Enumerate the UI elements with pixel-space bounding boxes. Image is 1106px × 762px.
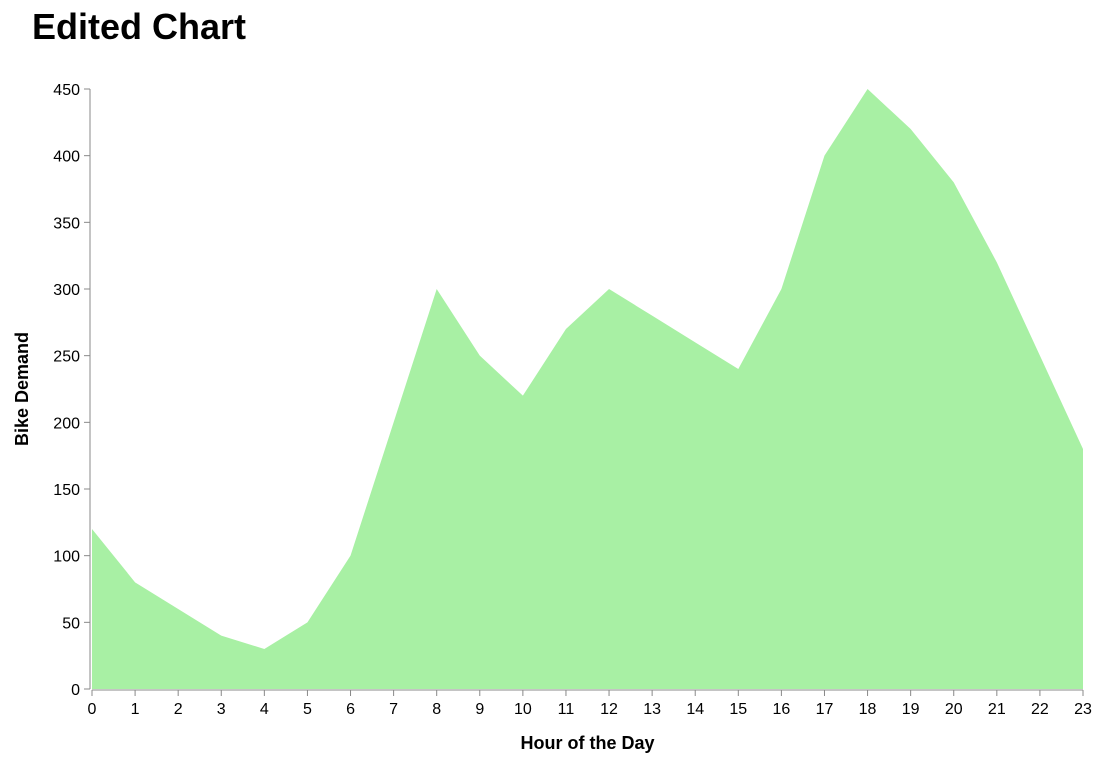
y-tick-label: 0 — [71, 682, 80, 699]
x-tick-label: 4 — [260, 701, 269, 718]
x-tick-label: 21 — [988, 701, 1006, 718]
x-tick-label: 18 — [859, 701, 877, 718]
x-tick-label: 16 — [772, 701, 790, 718]
area-layer — [92, 89, 1083, 689]
x-tick-label: 15 — [729, 701, 747, 718]
x-tick-label: 5 — [303, 701, 312, 718]
x-tick-label: 1 — [131, 701, 140, 718]
x-tick-label: 12 — [600, 701, 618, 718]
y-tick-label: 250 — [53, 349, 80, 366]
x-tick-label: 11 — [558, 701, 575, 718]
x-tick-label: 22 — [1031, 701, 1049, 718]
x-tick-label: 13 — [643, 701, 661, 718]
x-tick-label: 19 — [902, 701, 920, 718]
x-tick-label: 6 — [346, 701, 355, 718]
x-tick-label: 8 — [432, 701, 441, 718]
x-tick-label: 23 — [1074, 701, 1092, 718]
y-tick-label: 150 — [53, 482, 80, 499]
x-axis-title: Hour of the Day — [520, 733, 654, 753]
y-tick-label: 400 — [53, 149, 80, 166]
x-axis: 0 1 2 3 4 5 6 7 8 9 10 11 12 13 14 15 16 17 18 19 20 21 22 23 — [88, 689, 1092, 718]
x-tick-label: 14 — [686, 701, 704, 718]
y-tick-label: 50 — [62, 615, 80, 632]
x-tick-label: 17 — [816, 701, 834, 718]
x-tick-label: 9 — [475, 701, 484, 718]
y-tick-label: 100 — [53, 549, 80, 566]
y-tick-label: 450 — [53, 82, 80, 99]
x-tick-label: 20 — [945, 701, 963, 718]
y-tick-label: 300 — [53, 282, 80, 299]
x-tick-label: 3 — [217, 701, 226, 718]
y-axis: 0 50 100 150 200 250 300 350 400 450 — [53, 82, 91, 699]
x-tick-label: 10 — [514, 701, 532, 718]
x-tick-label: 2 — [174, 701, 183, 718]
chart-title: Edited Chart — [32, 6, 247, 47]
y-tick-label: 200 — [53, 415, 80, 432]
area-series-0 — [92, 89, 1083, 689]
x-tick-label: 0 — [88, 701, 97, 718]
x-tick-label: 7 — [389, 701, 398, 718]
y-axis-title: Bike Demand — [12, 332, 32, 446]
y-tick-label: 350 — [53, 215, 80, 232]
